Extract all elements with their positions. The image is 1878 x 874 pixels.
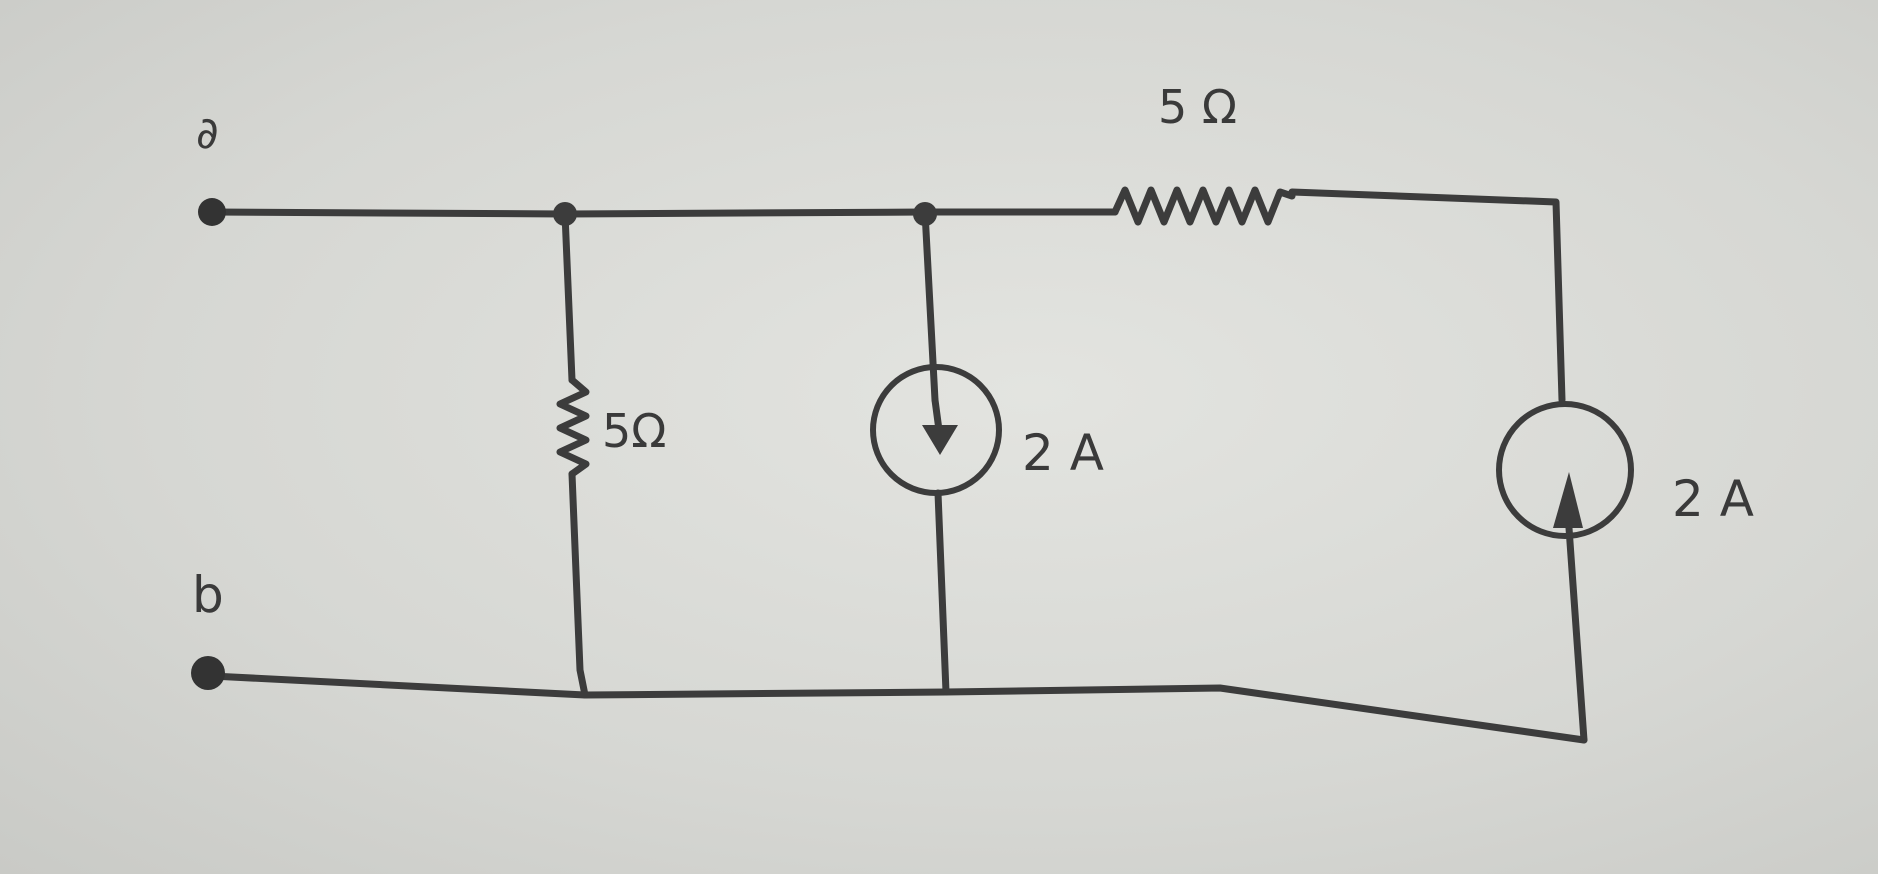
source-middle-wire-bottom bbox=[934, 489, 950, 696]
source-right-arrow-icon bbox=[1553, 472, 1583, 528]
shunt-resistor-label: 5Ω bbox=[602, 404, 667, 458]
source-middle-arrow-icon bbox=[922, 425, 958, 455]
bottom-wire bbox=[208, 672, 1588, 744]
top-wire-right bbox=[1288, 188, 1566, 404]
top-wire-left bbox=[208, 208, 1119, 218]
terminal-b-dot[interactable] bbox=[191, 656, 225, 690]
top-resistor-label: 5 Ω bbox=[1158, 80, 1238, 134]
node-junction-1 bbox=[553, 202, 577, 226]
source-middle-label: 2 A bbox=[1022, 424, 1104, 482]
source-right-circle bbox=[1496, 401, 1634, 539]
shunt-wire-bottom bbox=[568, 470, 589, 699]
source-middle-wire-top bbox=[921, 208, 939, 404]
terminal-a-label: ∂ bbox=[196, 108, 219, 159]
node-junction-2 bbox=[913, 202, 937, 226]
shunt-resistor bbox=[556, 376, 590, 478]
source-right-wire-bottom bbox=[1565, 524, 1588, 744]
terminal-a-dot[interactable] bbox=[198, 198, 226, 226]
terminal-b-label: b bbox=[192, 566, 224, 624]
source-right-label: 2 A bbox=[1672, 470, 1754, 528]
shunt-wire-top bbox=[561, 210, 576, 384]
top-resistor bbox=[1111, 186, 1296, 226]
